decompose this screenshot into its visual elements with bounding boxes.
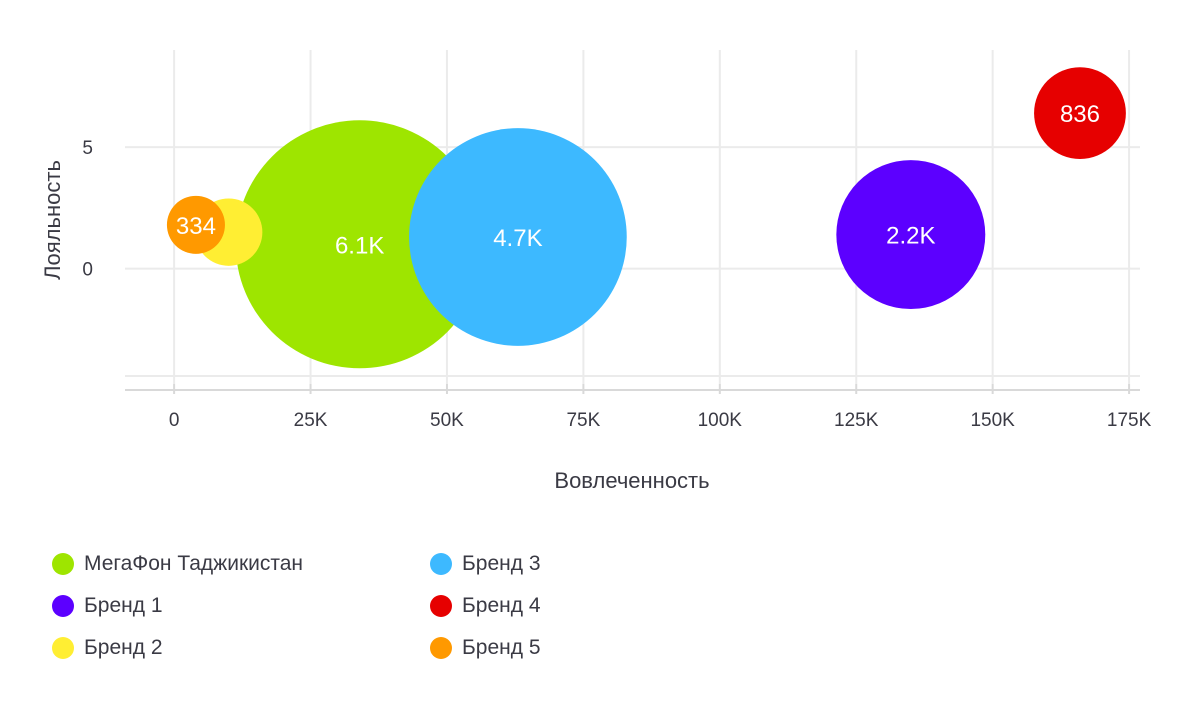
x-tick-label: 100K [698, 410, 743, 431]
y-axis-title: Лояльность [40, 160, 65, 280]
bubble-2[interactable] [409, 128, 627, 346]
x-tick-label: 25K [294, 410, 328, 431]
legend-item[interactable]: Бренд 5 [430, 633, 541, 663]
x-axis-title: Вовлеченность [554, 468, 709, 493]
legend-item[interactable]: Бренд 4 [430, 591, 541, 621]
legend-swatch [430, 553, 452, 575]
legend-label: Бренд 5 [462, 636, 541, 659]
bubble-label: 4.7K [493, 225, 542, 252]
legend-label: Бренд 1 [84, 594, 163, 617]
legend-label: Бренд 4 [462, 594, 541, 617]
bubble-labels: 6.1K 4.7K 2.2K 836 334 [176, 101, 1100, 259]
axes: 0 25K 50K 75K 100K 125K 150K 175K 0 5 [82, 138, 1151, 431]
bubbles [166, 67, 1126, 369]
x-tick-label: 0 [169, 410, 180, 431]
legend-label: Бренд 3 [462, 552, 541, 575]
x-tick-label: 75K [566, 410, 600, 431]
legend-swatch [52, 553, 74, 575]
legend-item[interactable]: Бренд 3 [430, 549, 541, 579]
y-tick-label: 5 [82, 138, 93, 159]
bubble-6[interactable] [166, 195, 225, 254]
legend-swatch [52, 637, 74, 659]
legend-swatch [430, 637, 452, 659]
x-tick-label: 150K [970, 410, 1015, 431]
bubble-label: 836 [1060, 101, 1100, 128]
legend-item[interactable]: МегаФон Таджикистан [52, 549, 303, 579]
legend-swatch [52, 595, 74, 617]
bubble-1[interactable] [235, 120, 484, 369]
x-tick-label: 50K [430, 410, 464, 431]
bubble-3[interactable] [836, 160, 986, 310]
bubble-label: 2.2K [886, 223, 935, 250]
legend-item[interactable]: Бренд 1 [52, 591, 163, 621]
legend-label: Бренд 2 [84, 636, 163, 659]
x-tick-label: 125K [834, 410, 879, 431]
bubble-label: 6.1K [335, 232, 384, 259]
x-tick-label: 175K [1107, 410, 1152, 431]
y-tick-label: 0 [82, 260, 93, 281]
legend-swatch [430, 595, 452, 617]
bubble-label: 334 [176, 213, 216, 240]
legend-label: МегаФон Таджикистан [84, 552, 304, 575]
bubble-4[interactable] [1034, 67, 1126, 160]
legend-item[interactable]: Бренд 2 [52, 633, 163, 663]
legend: МегаФон Таджикистан Бренд 3 Бренд 1 Бренд 4… [52, 544, 752, 674]
